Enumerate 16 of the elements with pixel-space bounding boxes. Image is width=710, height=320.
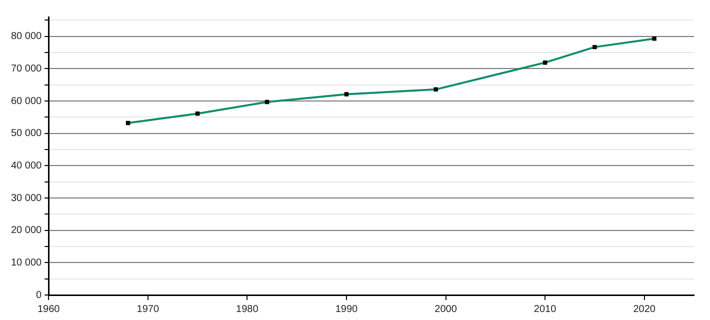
y-tick-label: 20 000 xyxy=(10,225,42,236)
x-tick-label: 1990 xyxy=(335,304,358,315)
x-tick-label: 1970 xyxy=(136,304,160,315)
x-tick-label: 1980 xyxy=(236,304,259,315)
y-tick-label: 80 000 xyxy=(10,31,42,42)
x-tick-label: 2020 xyxy=(633,304,656,315)
y-tick-label: 50 000 xyxy=(10,128,42,140)
x-tick-label: 2010 xyxy=(534,304,557,315)
y-tick-label: 10 000 xyxy=(10,257,42,268)
x-tick-label: 2000 xyxy=(434,304,458,315)
y-tick-label: 0 xyxy=(36,290,42,301)
y-tick-label: 70 000 xyxy=(10,63,42,74)
x-tick-label: 1960 xyxy=(37,304,60,315)
y-tick-label: 40 000 xyxy=(10,160,42,172)
y-tick-label: 60 000 xyxy=(10,96,42,107)
y-tick-label: 30 000 xyxy=(10,192,42,204)
